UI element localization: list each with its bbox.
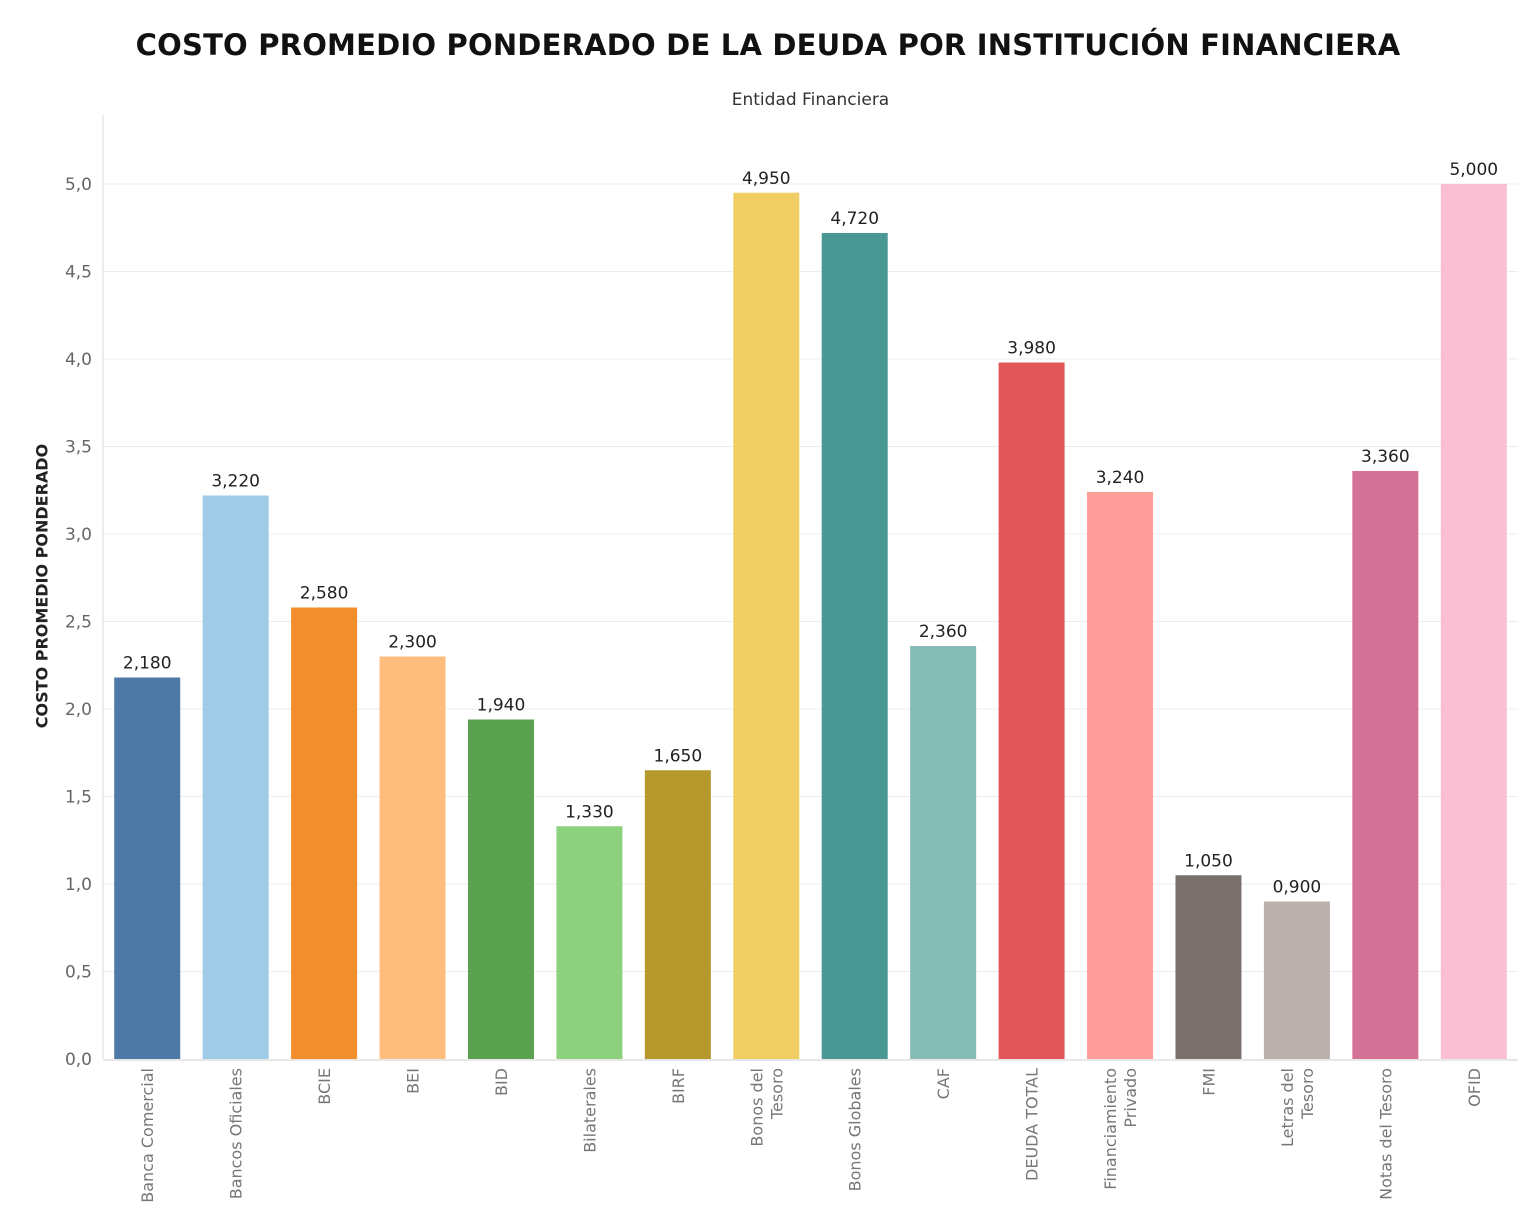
data-label: 1,940 (477, 696, 526, 716)
x-tick-label-line: DEUDA TOTAL (1023, 1068, 1042, 1181)
x-tick-label-line: Bonos Globales (846, 1068, 865, 1191)
x-tick-label: Bilaterales (580, 1068, 599, 1153)
x-tick-label-line: Bilaterales (580, 1068, 599, 1153)
bar (821, 233, 888, 1059)
x-tick-label: CAF (934, 1068, 953, 1099)
x-tick-label-line: Bancos Oficiales (227, 1068, 246, 1199)
x-tick-label-line: BCIE (315, 1068, 334, 1105)
bar (998, 362, 1065, 1059)
data-label: 4,720 (830, 209, 879, 229)
x-tick-label-line: BIRF (669, 1068, 688, 1104)
data-label: 4,950 (742, 169, 791, 189)
data-label: 3,240 (1096, 468, 1145, 488)
chart-subtitle: Entidad Financiera (731, 90, 890, 110)
x-tick-label-line: CAF (934, 1068, 953, 1099)
data-label: 2,180 (123, 654, 172, 674)
bar (556, 826, 623, 1059)
bar (114, 677, 181, 1059)
bar (202, 495, 269, 1059)
bar (644, 770, 711, 1059)
category-labels: Banca Comercial Bancos Oficiales BCIE BEI BI… (138, 1068, 1484, 1203)
x-tick-label-line: Bonos del (747, 1068, 766, 1147)
data-label: 2,300 (388, 633, 437, 653)
x-tick-label-line: Tesoro (767, 1068, 786, 1120)
x-tick-label-line: BID (492, 1068, 511, 1096)
bar (467, 719, 534, 1059)
bar (379, 656, 446, 1059)
x-tick-label-line: FMI (1199, 1068, 1218, 1096)
y-tick-label: 3,5 (65, 438, 92, 458)
y-tick-label: 0,0 (65, 1050, 92, 1070)
bar (910, 646, 977, 1059)
x-tick-label: Bonos Globales (846, 1068, 865, 1191)
bar (1263, 901, 1330, 1059)
y-tick-label: 0,5 (65, 963, 92, 983)
y-tick-label: 2,0 (65, 700, 92, 720)
data-label: 2,360 (919, 622, 968, 642)
x-tick-label: DEUDA TOTAL (1023, 1068, 1042, 1181)
y-tick-label: 3,0 (65, 525, 92, 545)
data-label: 1,330 (565, 802, 614, 822)
bars (114, 184, 1507, 1059)
x-tick-label: Bancos Oficiales (227, 1068, 246, 1199)
x-tick-label: BID (492, 1068, 511, 1096)
x-tick-label-line: Privado (1121, 1068, 1140, 1128)
data-label: 3,220 (211, 472, 260, 492)
x-tick-label: Notas del Tesoro (1376, 1068, 1395, 1200)
x-tick-label: Financiamiento Privado (1101, 1068, 1140, 1190)
data-label: 0,900 (1273, 878, 1322, 898)
chart-title: COSTO PROMEDIO PONDERADO DE LA DEUDA POR… (135, 28, 1401, 62)
data-label: 3,360 (1361, 447, 1410, 467)
bar (1087, 492, 1154, 1059)
x-tick-label: Banca Comercial (138, 1068, 157, 1203)
y-tick-label: 4,5 (65, 263, 92, 283)
data-label: 2,580 (300, 584, 349, 604)
data-label: 1,050 (1184, 851, 1233, 871)
y-tick-label: 1,5 (65, 788, 92, 808)
y-tick-label: 4,0 (65, 350, 92, 370)
x-tick-label-line: Letras del (1278, 1068, 1297, 1147)
x-tick-label-line: Notas del Tesoro (1376, 1068, 1395, 1200)
x-tick-label: BIRF (669, 1068, 688, 1104)
y-tick-label: 5,0 (65, 175, 92, 195)
bar (1352, 471, 1419, 1059)
x-tick-label-line: Banca Comercial (138, 1068, 157, 1203)
bar (733, 192, 800, 1059)
x-tick-label: BCIE (315, 1068, 334, 1105)
data-label: 3,980 (1007, 339, 1056, 359)
axes: 0,0 0,5 1,0 1,5 2,0 2,5 3,0 3,5 4,0 4,5 5,0 (65, 115, 1518, 1070)
x-tick-label: FMI (1199, 1068, 1218, 1096)
y-tick-label: 1,0 (65, 875, 92, 895)
bar (1440, 184, 1507, 1059)
x-tick-label: OFID (1465, 1068, 1484, 1107)
x-tick-label: Letras del Tesoro (1278, 1068, 1317, 1147)
data-label: 5,000 (1449, 160, 1498, 180)
x-tick-label-line: BEI (404, 1068, 423, 1094)
x-tick-label-line: Financiamiento (1101, 1068, 1120, 1190)
data-label: 1,650 (654, 746, 703, 766)
bar (1175, 875, 1242, 1059)
x-tick-label-line: Tesoro (1298, 1068, 1317, 1120)
y-tick-label: 2,5 (65, 613, 92, 633)
bar (291, 607, 358, 1059)
value-labels: 2,180 3,220 2,580 2,300 1,940 1,330 1,650 4,950… (123, 160, 1498, 898)
x-tick-label: BEI (404, 1068, 423, 1094)
x-tick-label-line: OFID (1465, 1068, 1484, 1107)
x-tick-label: Bonos del Tesoro (747, 1068, 786, 1147)
